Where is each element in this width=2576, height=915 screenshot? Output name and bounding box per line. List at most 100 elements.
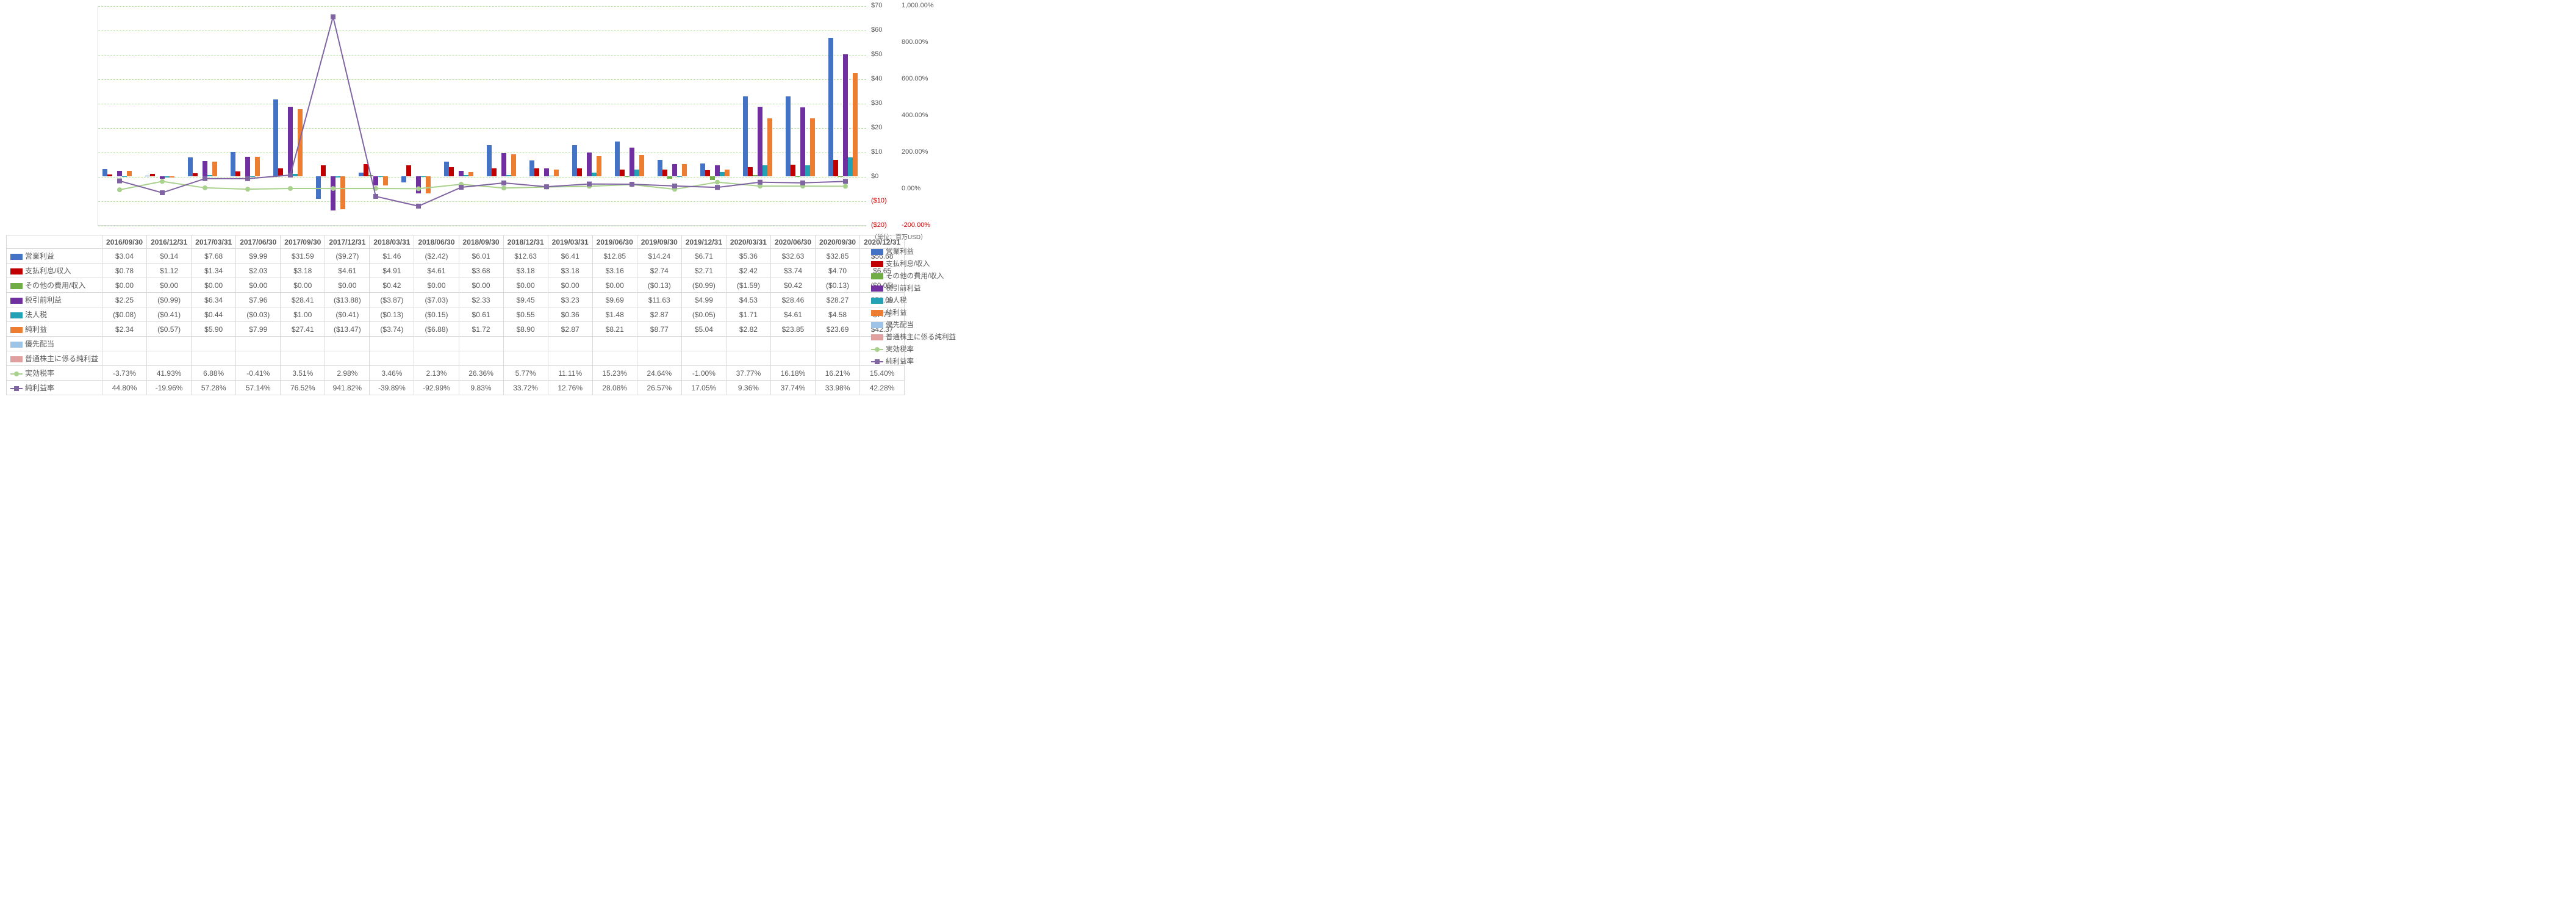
data-cell: $0.44: [192, 307, 236, 322]
data-cell: ($0.05): [681, 307, 726, 322]
data-cell: 941.82%: [325, 381, 370, 395]
data-cell: $0.42: [770, 278, 815, 293]
data-cell: [102, 337, 147, 351]
data-cell: $0.00: [281, 278, 325, 293]
data-cell: [548, 337, 592, 351]
legend-item: 優先配当: [871, 320, 956, 329]
data-cell: ($7.03): [414, 293, 459, 307]
data-cell: $3.18: [281, 264, 325, 278]
data-cell: [726, 351, 770, 366]
line-series: [98, 6, 866, 225]
legend-item: 純利益: [871, 307, 956, 317]
data-cell: [637, 351, 681, 366]
y-tick-primary: $10: [871, 148, 902, 156]
data-cell: $0.00: [592, 278, 637, 293]
period-header: 2020/06/30: [770, 235, 815, 249]
data-cell: ($9.27): [325, 249, 370, 264]
data-cell: [236, 337, 281, 351]
data-cell: [503, 351, 548, 366]
data-cell: [147, 337, 192, 351]
period-header: 2019/06/30: [592, 235, 637, 249]
legend-item: 実効税率: [871, 344, 956, 354]
legend-item: 純利益率: [871, 356, 956, 366]
data-cell: $28.46: [770, 293, 815, 307]
data-cell: $2.71: [681, 264, 726, 278]
data-cell: ($0.13): [637, 278, 681, 293]
period-header: 2016/09/30: [102, 235, 147, 249]
data-cell: $8.21: [592, 322, 637, 337]
series-label: 法人税: [7, 307, 102, 322]
data-cell: 5.77%: [503, 366, 548, 381]
data-cell: $3.04: [102, 249, 147, 264]
data-cell: $9.99: [236, 249, 281, 264]
legend-item: 支払利息/収入: [871, 259, 956, 268]
data-cell: [770, 351, 815, 366]
series-label: 営業利益: [7, 249, 102, 264]
y-tick-primary: $0: [871, 173, 902, 180]
data-cell: 57.28%: [192, 381, 236, 395]
data-cell: [281, 337, 325, 351]
data-cell: 2.13%: [414, 366, 459, 381]
data-cell: $32.63: [770, 249, 815, 264]
series-label: 税引前利益: [7, 293, 102, 307]
legend-item: 税引前利益: [871, 283, 956, 293]
y-tick-secondary: 400.00%: [902, 112, 944, 119]
data-cell: $0.78: [102, 264, 147, 278]
data-cell: $4.61: [770, 307, 815, 322]
data-cell: $0.00: [192, 278, 236, 293]
period-header: 2020/03/31: [726, 235, 770, 249]
data-cell: 42.28%: [860, 381, 905, 395]
data-cell: 9.83%: [459, 381, 503, 395]
data-cell: $2.87: [548, 322, 592, 337]
data-cell: $9.45: [503, 293, 548, 307]
data-cell: $3.23: [548, 293, 592, 307]
data-cell: ($0.57): [147, 322, 192, 337]
data-cell: $0.00: [102, 278, 147, 293]
data-cell: [370, 351, 414, 366]
data-cell: $6.71: [681, 249, 726, 264]
data-cell: -3.73%: [102, 366, 147, 381]
period-header: 2019/03/31: [548, 235, 592, 249]
data-cell: 3.51%: [281, 366, 325, 381]
data-cell: $1.46: [370, 249, 414, 264]
data-cell: 15.23%: [592, 366, 637, 381]
data-cell: $0.00: [414, 278, 459, 293]
data-cell: [503, 337, 548, 351]
y-tick-primary: $70: [871, 2, 902, 9]
data-cell: $5.36: [726, 249, 770, 264]
data-cell: [548, 351, 592, 366]
period-header: 2017/06/30: [236, 235, 281, 249]
data-cell: $7.96: [236, 293, 281, 307]
y-tick-primary: $30: [871, 99, 902, 107]
data-cell: ($2.42): [414, 249, 459, 264]
data-cell: $12.85: [592, 249, 637, 264]
data-cell: ($3.74): [370, 322, 414, 337]
data-cell: $3.74: [770, 264, 815, 278]
y-tick-primary: $50: [871, 51, 902, 58]
data-cell: ($0.41): [147, 307, 192, 322]
data-cell: $1.12: [147, 264, 192, 278]
data-cell: $2.03: [236, 264, 281, 278]
series-label: その他の費用/収入: [7, 278, 102, 293]
data-cell: [325, 351, 370, 366]
data-cell: ($13.88): [325, 293, 370, 307]
data-cell: [726, 337, 770, 351]
y-tick-secondary: 800.00%: [902, 38, 944, 46]
data-cell: $31.59: [281, 249, 325, 264]
series-label: 純利益: [7, 322, 102, 337]
data-cell: ($0.41): [325, 307, 370, 322]
period-header: 2017/12/31: [325, 235, 370, 249]
data-cell: [681, 351, 726, 366]
data-cell: [102, 351, 147, 366]
data-cell: $3.18: [503, 264, 548, 278]
data-cell: 16.21%: [816, 366, 860, 381]
period-header: 2018/03/31: [370, 235, 414, 249]
data-cell: -1.00%: [681, 366, 726, 381]
data-cell: 44.80%: [102, 381, 147, 395]
data-cell: [459, 337, 503, 351]
data-cell: $3.68: [459, 264, 503, 278]
data-cell: $2.87: [637, 307, 681, 322]
data-cell: [637, 337, 681, 351]
data-cell: $2.82: [726, 322, 770, 337]
data-cell: $4.61: [414, 264, 459, 278]
